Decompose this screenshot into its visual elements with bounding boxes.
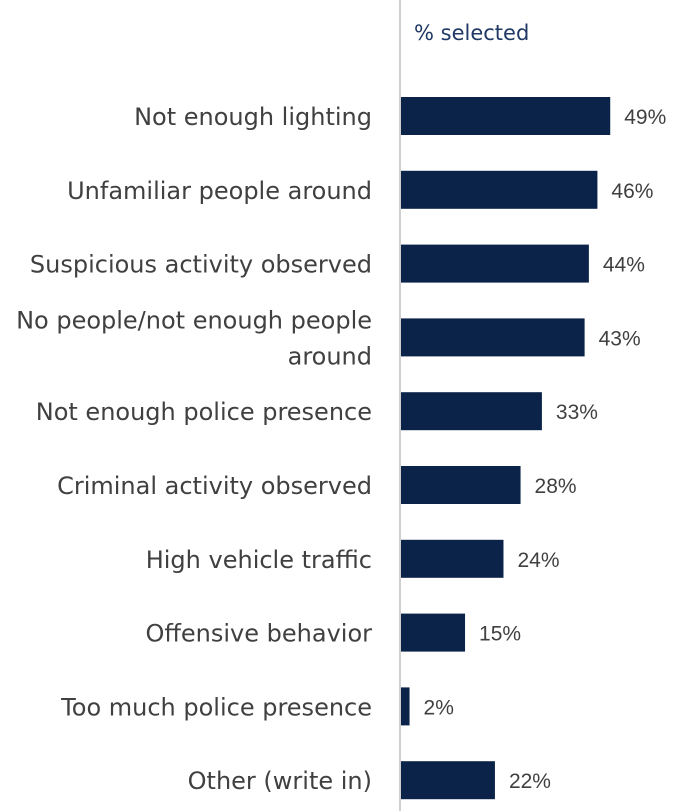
value-label: 46% xyxy=(611,180,653,203)
category-label: Too much police presence xyxy=(60,693,372,721)
value-label: 33% xyxy=(556,401,598,424)
value-label: 22% xyxy=(509,770,551,793)
category-label: Unfamiliar people around xyxy=(67,177,372,205)
value-label: 43% xyxy=(599,327,641,350)
category-label: Not enough police presence xyxy=(36,398,372,426)
series-title: % selected xyxy=(414,21,529,45)
bar-1 xyxy=(401,97,611,135)
value-label: 28% xyxy=(535,475,577,498)
bar-7 xyxy=(401,539,504,578)
bar-10 xyxy=(401,761,495,800)
value-label: 44% xyxy=(603,254,645,277)
category-label: No people/not enough people xyxy=(16,306,372,334)
category-label: High vehicle traffic xyxy=(146,546,372,574)
value-label: 49% xyxy=(624,106,666,129)
value-label: 2% xyxy=(424,696,454,719)
bar-3 xyxy=(401,244,589,283)
category-label: Other (write in) xyxy=(188,767,372,795)
category-label: Not enough lighting xyxy=(134,103,372,131)
bars-group: 49% Not enough lighting 46% Unfamiliar peop… xyxy=(16,97,666,800)
bar-8 xyxy=(401,613,466,652)
category-label: Suspicious activity observed xyxy=(30,251,372,279)
category-label: Offensive behavior xyxy=(145,620,372,648)
category-label: around xyxy=(288,342,372,370)
value-label: 24% xyxy=(517,549,559,572)
bar-5 xyxy=(401,392,542,431)
bar-9 xyxy=(401,687,410,726)
bar-6 xyxy=(401,466,521,504)
category-label: Criminal activity observed xyxy=(57,472,372,500)
bar-2 xyxy=(401,170,598,209)
value-label: 15% xyxy=(479,623,521,646)
bar-4 xyxy=(401,318,585,357)
